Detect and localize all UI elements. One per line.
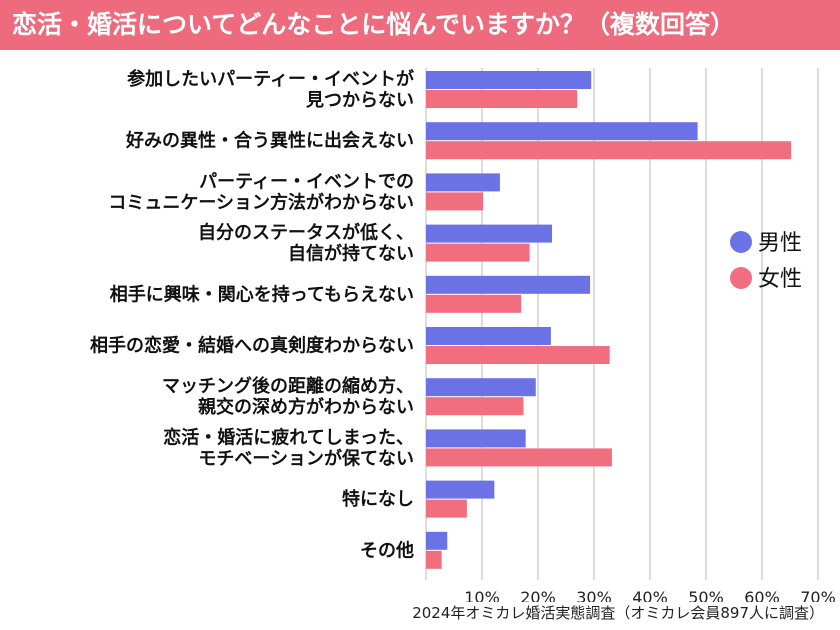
legend-marker — [730, 267, 752, 289]
category-label: 特になし — [342, 488, 414, 510]
category-label: 恋活・婚活に疲れてしまった、 — [163, 426, 414, 448]
category-labels: 参加したいパーティー・イベントが見つからない好みの異性・合う異性に出会えないパー… — [90, 68, 414, 561]
legend-marker — [730, 231, 752, 253]
bar-female — [426, 294, 522, 313]
bar-female — [426, 397, 524, 416]
category-label: その他 — [360, 539, 414, 561]
category-label: 親交の深め方がわからない — [198, 396, 414, 418]
x-axis-ticks: 10% 20% 30% 40% 50% 60% 70% — [464, 588, 836, 602]
category-label: 参加したいパーティー・イベントが — [127, 68, 414, 90]
category-label: コミュニケーション方法がわからない — [108, 191, 414, 213]
category-label: 相手に興味・関心を持ってもらえない — [110, 283, 414, 305]
category-label: モチベーションが保てない — [198, 447, 414, 469]
bar-male — [426, 122, 698, 141]
x-tick-label: 50% — [688, 588, 724, 602]
bar-female — [426, 90, 578, 108]
bar-male — [426, 173, 500, 192]
bar-male — [426, 71, 592, 89]
legend-label: 女性 — [758, 267, 802, 292]
legend-label: 男性 — [758, 231, 802, 256]
x-tick-label: 10% — [464, 588, 500, 602]
x-tick-label: 20% — [520, 588, 556, 602]
source-note: 2024年オミカレ婚活実態調査（オミカレ会員897人に調査） — [412, 604, 824, 622]
bar-male — [426, 378, 536, 397]
bar-female — [426, 550, 442, 569]
bar-female — [426, 243, 530, 262]
category-label: 自信が持てない — [288, 243, 414, 265]
bar-female — [426, 499, 467, 518]
bar-female — [426, 192, 484, 211]
x-tick-label: 60% — [744, 588, 780, 602]
category-label: 自分のステータスが低く、 — [198, 222, 414, 244]
bar-male — [426, 429, 526, 448]
x-tick-label: 30% — [576, 588, 612, 602]
category-label: マッチング後の距離の縮め方、 — [162, 375, 414, 397]
bars — [426, 71, 792, 569]
bar-female — [426, 346, 610, 364]
bar-male — [426, 327, 551, 345]
chart-title: 恋活・婚活についてどんなことに悩んでいますか？（複数回答） — [0, 0, 840, 50]
bar-female — [426, 141, 792, 160]
bar-male — [426, 275, 591, 294]
category-label: 見つからない — [305, 90, 414, 111]
bar-chart: 参加したいパーティー・イベントが見つからない好みの異性・合う異性に出会えないパー… — [90, 68, 836, 602]
x-tick-label: 40% — [632, 588, 668, 602]
category-label: 相手の恋愛・結婚への真剣度わからない — [90, 335, 414, 357]
bar-male — [426, 224, 552, 243]
category-label: パーティー・イベントでの — [199, 171, 414, 192]
x-tick-label: 70% — [800, 588, 836, 602]
bar-male — [426, 531, 448, 550]
category-label: 好みの異性・合う異性に出会えない — [125, 130, 414, 152]
bar-female — [426, 448, 612, 467]
bar-male — [426, 480, 495, 499]
